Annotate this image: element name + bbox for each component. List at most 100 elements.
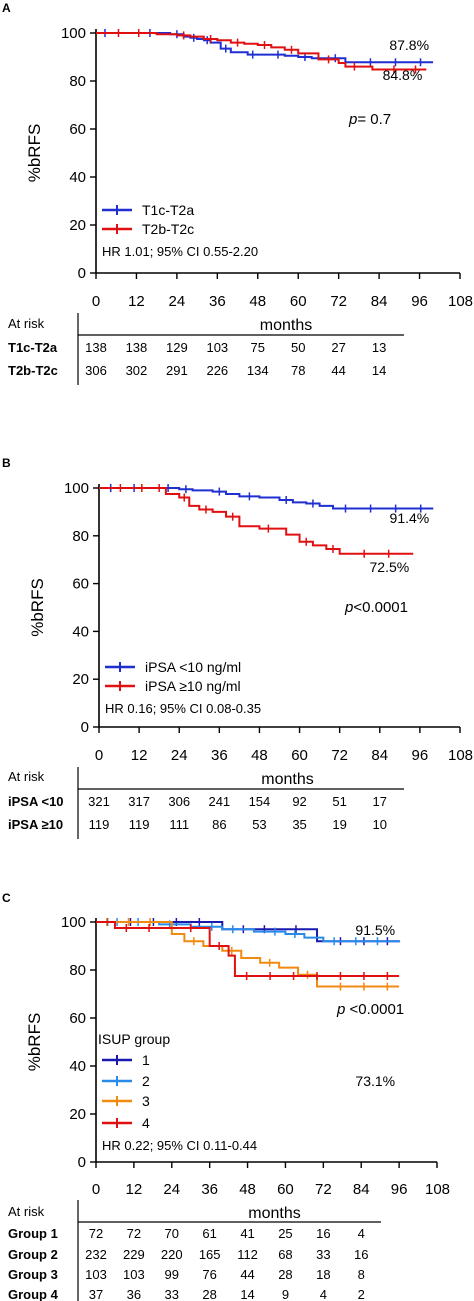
at-risk-value: 220 <box>161 1247 183 1262</box>
x-tick-label: 84 <box>371 293 388 310</box>
x-tick-label: 48 <box>239 1181 256 1198</box>
x-tick-label: 48 <box>251 747 268 764</box>
y-tick-label: 40 <box>72 623 89 640</box>
at-risk-value: 10 <box>373 817 387 832</box>
at-risk-value: 134 <box>247 363 269 378</box>
at-risk-value: 229 <box>123 1247 145 1262</box>
at-risk-header: At risk <box>8 1204 45 1219</box>
x-tick-label: 84 <box>353 1181 370 1198</box>
at-risk-value: 111 <box>169 817 189 832</box>
at-risk-value: 103 <box>85 1267 107 1282</box>
x-tick-label: 36 <box>201 1181 218 1198</box>
at-risk-value: 8 <box>358 1267 365 1282</box>
p-symbol: p <box>336 1001 345 1018</box>
at-risk-row-label: T1c-T2a <box>8 340 58 355</box>
at-risk-value: 28 <box>278 1267 292 1282</box>
x-tick-label: 60 <box>291 747 308 764</box>
at-risk-value: 17 <box>373 794 387 809</box>
y-tick-label: 100 <box>61 25 86 42</box>
at-risk-value: 103 <box>206 340 228 355</box>
series-end-label: 87.8% <box>389 37 429 53</box>
at-risk-value: 68 <box>278 1247 292 1262</box>
y-tick-label: 0 <box>78 265 86 282</box>
at-risk-value: 50 <box>291 340 305 355</box>
at-risk-value: 33 <box>165 1287 179 1301</box>
at-risk-value: 138 <box>85 340 107 355</box>
panel-label: B <box>2 456 11 470</box>
x-axis-label: months <box>260 317 312 334</box>
x-tick-label: 12 <box>126 1181 143 1198</box>
x-tick-label: 36 <box>211 747 228 764</box>
y-tick-label: 20 <box>72 671 89 688</box>
x-tick-label: 0 <box>92 1181 100 1198</box>
at-risk-value: 76 <box>202 1267 216 1282</box>
series-line-0 <box>99 487 434 510</box>
series-line-0 <box>96 921 400 943</box>
legend-entry: iPSA ≥10 ng/ml <box>145 678 241 694</box>
at-risk-header: At risk <box>8 316 45 331</box>
p-value-text: = 0.7 <box>357 111 391 128</box>
y-tick-label: 80 <box>69 962 86 979</box>
at-risk-value: 138 <box>126 340 148 355</box>
series-line-3 <box>96 921 400 977</box>
x-tick-label: 0 <box>95 747 103 764</box>
p-symbol: p <box>344 599 353 616</box>
y-tick-label: 60 <box>72 576 89 593</box>
at-risk-row-label: iPSA ≥10 <box>8 817 63 832</box>
at-risk-value: 27 <box>331 340 345 355</box>
x-tick-label: 24 <box>169 293 186 310</box>
y-tick-label: 20 <box>69 1106 86 1123</box>
series-end-label: 72.5% <box>370 559 410 575</box>
p-value-annotation: p<0.0001 <box>344 599 408 616</box>
y-tick-label: 100 <box>64 480 89 497</box>
at-risk-value: 241 <box>208 794 230 809</box>
at-risk-value: 232 <box>85 1247 107 1262</box>
at-risk-value: 28 <box>202 1287 216 1301</box>
x-axis-label: months <box>261 771 313 788</box>
x-tick-label: 72 <box>331 747 348 764</box>
at-risk-value: 33 <box>316 1247 330 1262</box>
p-value-annotation: p <0.0001 <box>336 1001 404 1018</box>
at-risk-value: 103 <box>123 1267 145 1282</box>
y-axis-label: %bRFS <box>28 578 47 637</box>
y-tick-label: 80 <box>69 73 86 90</box>
at-risk-value: 61 <box>202 1226 216 1241</box>
at-risk-value: 154 <box>249 794 271 809</box>
at-risk-header: At risk <box>8 769 45 784</box>
at-risk-value: 72 <box>89 1226 103 1241</box>
x-tick-label: 60 <box>290 293 307 310</box>
y-tick-label: 80 <box>72 528 89 545</box>
x-tick-label: 72 <box>330 293 347 310</box>
at-risk-value: 302 <box>126 363 148 378</box>
p-value-text: <0.0001 <box>353 599 408 616</box>
at-risk-value: 78 <box>291 363 305 378</box>
y-tick-label: 60 <box>69 121 86 138</box>
at-risk-value: 70 <box>165 1226 179 1241</box>
p-symbol: p <box>348 111 357 128</box>
legend-entry: iPSA <10 ng/ml <box>145 659 241 675</box>
series-line-1 <box>99 487 414 555</box>
at-risk-value: 14 <box>372 363 386 378</box>
at-risk-value: 44 <box>240 1267 254 1282</box>
x-tick-label: 12 <box>131 747 148 764</box>
y-axis-label: %bRFS <box>25 1013 44 1072</box>
x-tick-label: 108 <box>448 747 473 764</box>
series-end-label: 91.5% <box>355 922 395 938</box>
at-risk-value: 53 <box>252 817 266 832</box>
at-risk-row-label: Group 1 <box>8 1226 58 1241</box>
at-risk-value: 44 <box>331 363 345 378</box>
at-risk-value: 86 <box>212 817 226 832</box>
at-risk-value: 306 <box>85 363 107 378</box>
at-risk-value: 4 <box>358 1226 365 1241</box>
legend-entry: 1 <box>142 1052 150 1068</box>
x-tick-label: 24 <box>171 747 188 764</box>
x-tick-label: 108 <box>448 293 473 310</box>
at-risk-value: 291 <box>166 363 188 378</box>
x-tick-label: 36 <box>209 293 226 310</box>
at-risk-row-label: iPSA <10 <box>8 794 64 809</box>
x-tick-label: 84 <box>371 747 388 764</box>
at-risk-value: 13 <box>372 340 386 355</box>
panel-label: C <box>2 891 11 905</box>
x-tick-label: 96 <box>412 747 429 764</box>
